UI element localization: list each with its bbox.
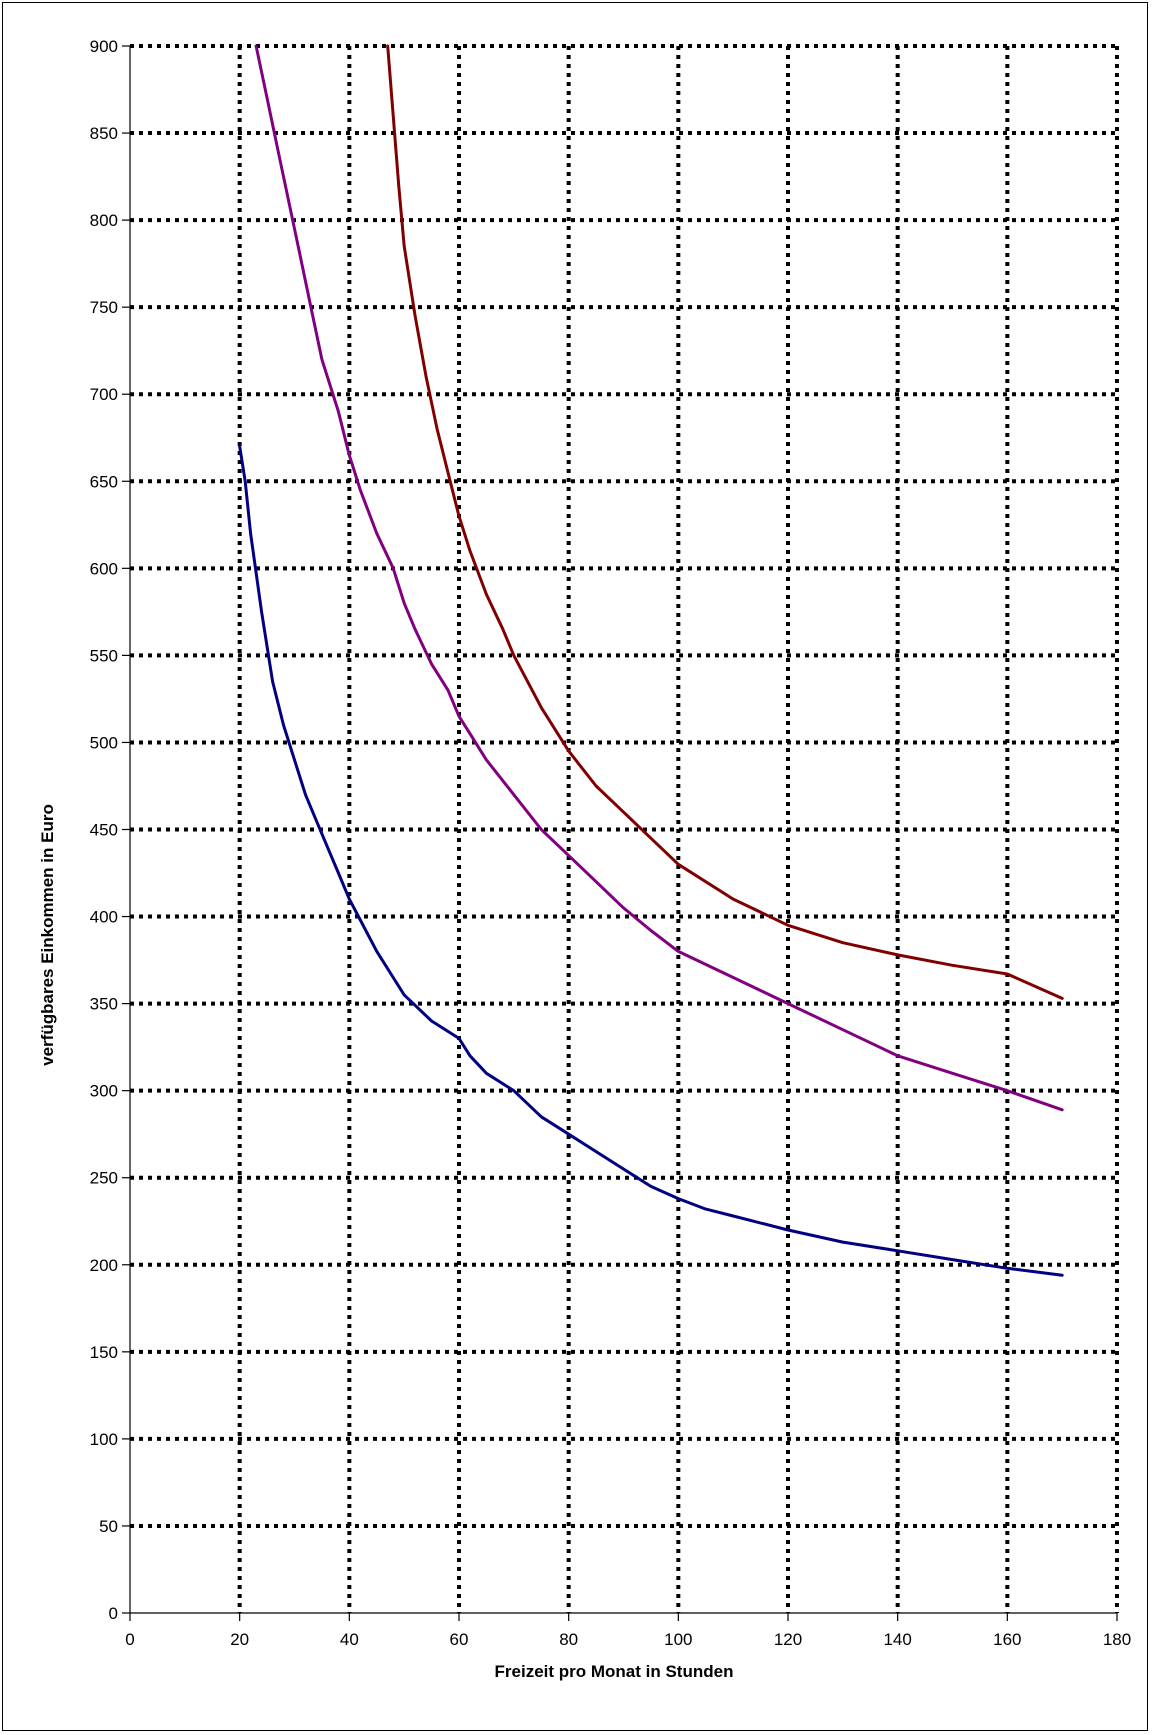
x-tick-label: 60 <box>450 1630 469 1649</box>
y-tick-labels: 0 50 100 150 200 250 300 350 400 450 500 550 600 650 7… <box>90 37 118 1623</box>
y-tick-label: 350 <box>90 995 118 1014</box>
series-line-2 <box>254 44 1064 1112</box>
x-axis-title: Freizeit pro Monat in Stunden <box>495 1662 734 1681</box>
x-tick-label: 160 <box>993 1630 1021 1649</box>
x-tick-label: 180 <box>1103 1630 1131 1649</box>
y-tick-label: 600 <box>90 559 118 578</box>
x-tick-labels: 0 20 40 60 80 100 120 140 160 180 <box>125 1630 1131 1649</box>
axes <box>122 45 1118 1621</box>
y-tick-label: 300 <box>90 1082 118 1101</box>
x-tick-label: 40 <box>340 1630 359 1649</box>
y-tick-label: 100 <box>90 1430 118 1449</box>
y-tick-label: 650 <box>90 472 118 491</box>
x-tick-label: 80 <box>559 1630 578 1649</box>
y-tick-label: 850 <box>90 124 118 143</box>
x-tick-label: 100 <box>664 1630 692 1649</box>
x-tick-label: 140 <box>883 1630 911 1649</box>
x-tick-label: 120 <box>774 1630 802 1649</box>
y-tick-label: 750 <box>90 298 118 317</box>
series-lines <box>238 44 1064 1277</box>
y-tick-label: 0 <box>109 1604 118 1623</box>
x-tick-label: 0 <box>125 1630 134 1649</box>
y-tick-label: 900 <box>90 37 118 56</box>
y-tick-label: 500 <box>90 733 118 752</box>
series-line-3 <box>386 44 1064 1000</box>
y-tick-label: 800 <box>90 211 118 230</box>
y-tick-label: 50 <box>99 1517 118 1536</box>
y-tick-label: 450 <box>90 821 118 840</box>
y-tick-label: 150 <box>90 1343 118 1362</box>
grid-lines <box>130 44 1119 1613</box>
x-tick-label: 20 <box>230 1630 249 1649</box>
y-tick-label: 200 <box>90 1256 118 1275</box>
y-axis-title: verfügbares Einkommen in Euro <box>38 804 57 1066</box>
y-tick-label: 250 <box>90 1169 118 1188</box>
y-tick-label: 550 <box>90 646 118 665</box>
y-tick-label: 400 <box>90 908 118 927</box>
series-line-1 <box>238 445 1064 1277</box>
y-tick-label: 700 <box>90 385 118 404</box>
